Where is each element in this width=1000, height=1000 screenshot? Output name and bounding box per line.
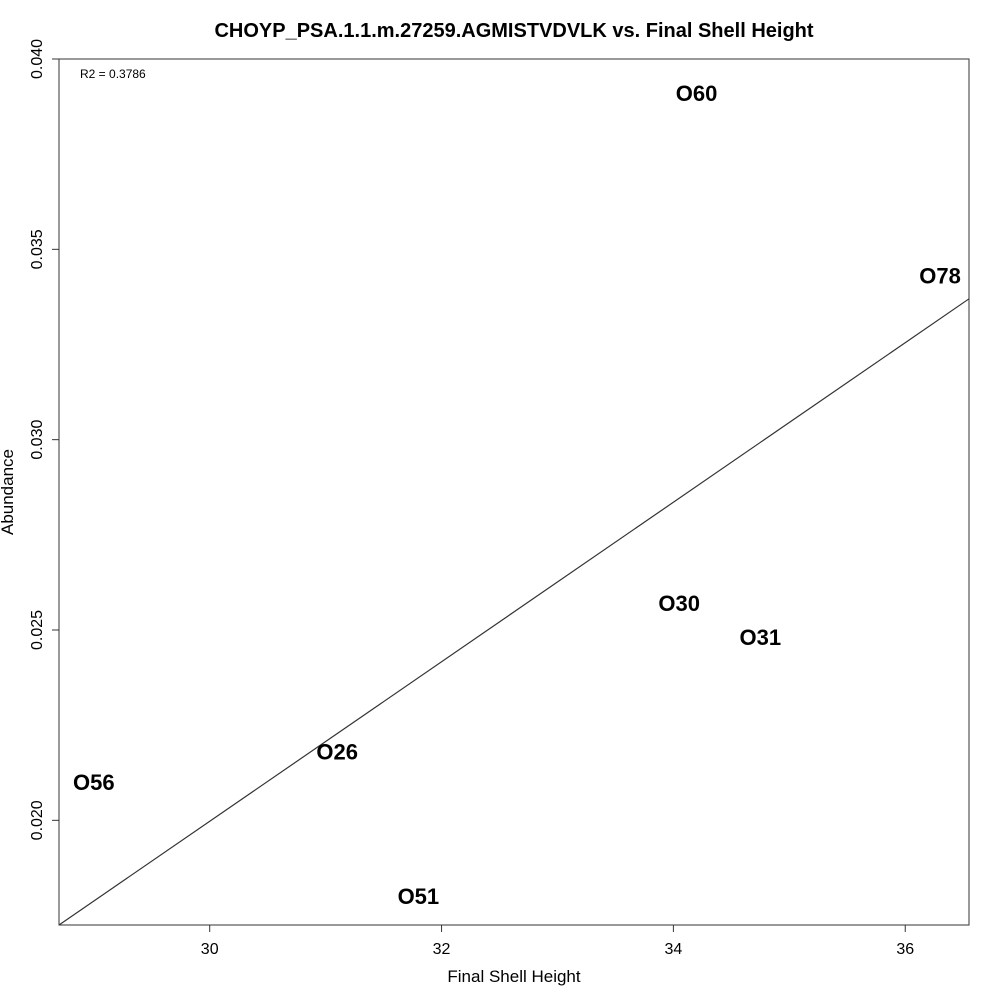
y-axis: 0.020 0.025 0.030 0.035 0.040 [29,39,59,840]
plot-frame [58,58,970,926]
x-axis: 30 32 34 36 [201,925,914,958]
x-tick-label: 36 [896,941,914,958]
data-point-label: O51 [398,884,440,909]
x-tick-label: 32 [433,941,451,958]
x-tick-label: 34 [664,941,682,958]
point-labels-layer: O60 O78 O30 O31 O26 O56 O51 [73,81,961,909]
y-tick-label: 0.025 [29,610,46,650]
chart-title: CHOYP_PSA.1.1.m.27259.AGMISTVDVLK vs. Fi… [214,20,813,42]
regression-line-layer [58,298,970,926]
data-point-label: O26 [316,739,358,764]
y-tick-label: 0.020 [29,800,46,840]
x-axis-label: Final Shell Height [447,967,581,986]
data-point-label: O78 [919,263,961,288]
data-point-label: O60 [676,81,718,106]
x-tick-label: 30 [201,941,219,958]
y-axis-label: Abundance [0,449,17,535]
data-point-label: O56 [73,770,115,795]
data-point-label: O30 [658,591,700,616]
data-point-label: O31 [740,625,782,650]
regression-line [58,298,970,926]
r2-annotation: R2 = 0.3786 [80,67,146,81]
y-tick-label: 0.040 [29,39,46,79]
y-tick-label: 0.030 [29,420,46,460]
y-tick-label: 0.035 [29,229,46,269]
